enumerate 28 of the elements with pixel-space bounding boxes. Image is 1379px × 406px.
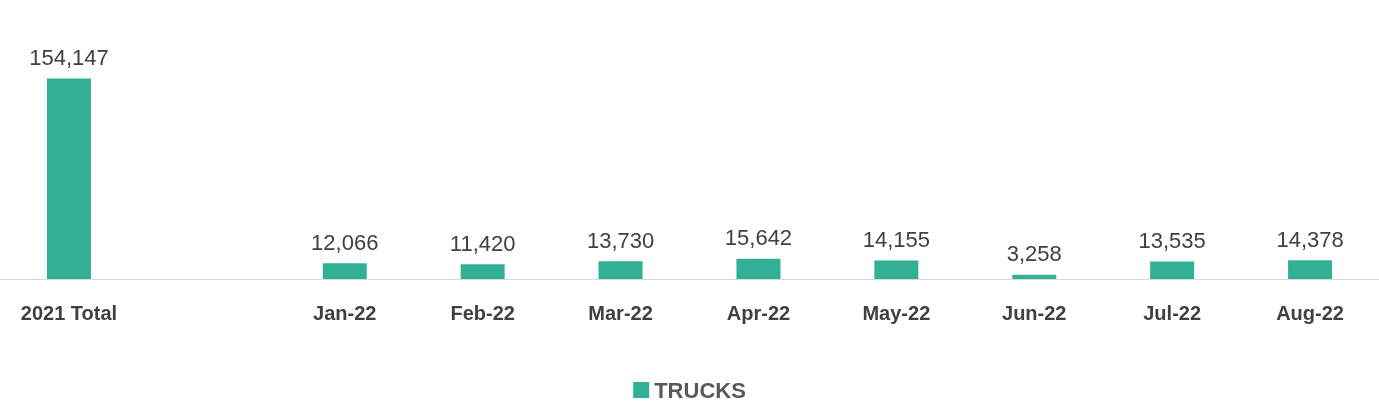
x-tick-label: Apr-22 <box>726 302 791 324</box>
data-label: 15,642 <box>724 225 793 251</box>
x-tick-label: May-22 <box>862 302 931 324</box>
x-tick-label: Jun-22 <box>1002 302 1067 324</box>
data-label: 14,378 <box>1276 226 1344 252</box>
data-label: 11,420 <box>449 230 516 256</box>
bar <box>460 264 505 279</box>
data-label: 154,147 <box>29 45 109 71</box>
data-label: 12,066 <box>311 229 379 255</box>
bar <box>736 258 781 279</box>
bar <box>874 260 919 279</box>
data-label: 13,730 <box>586 227 655 253</box>
data-label: 14,155 <box>862 227 930 253</box>
x-tick-label: Aug-22 <box>1276 302 1344 324</box>
bar <box>1288 260 1333 279</box>
x-tick-label: Mar-22 <box>588 302 653 324</box>
bar <box>1150 261 1195 279</box>
data-label: 3,258 <box>1006 241 1062 267</box>
x-tick-label: Feb-22 <box>450 302 515 324</box>
x-tick-label: Jan-22 <box>313 302 377 324</box>
x-tick-label: Jul-22 <box>1143 302 1202 324</box>
bar <box>46 78 91 279</box>
bar <box>1012 274 1057 279</box>
x-tick-label: 2021 Total <box>20 302 118 324</box>
bar <box>322 263 367 279</box>
legend-label: TRUCKS <box>654 377 746 403</box>
bar <box>598 261 643 279</box>
data-label: 13,535 <box>1138 227 1206 253</box>
